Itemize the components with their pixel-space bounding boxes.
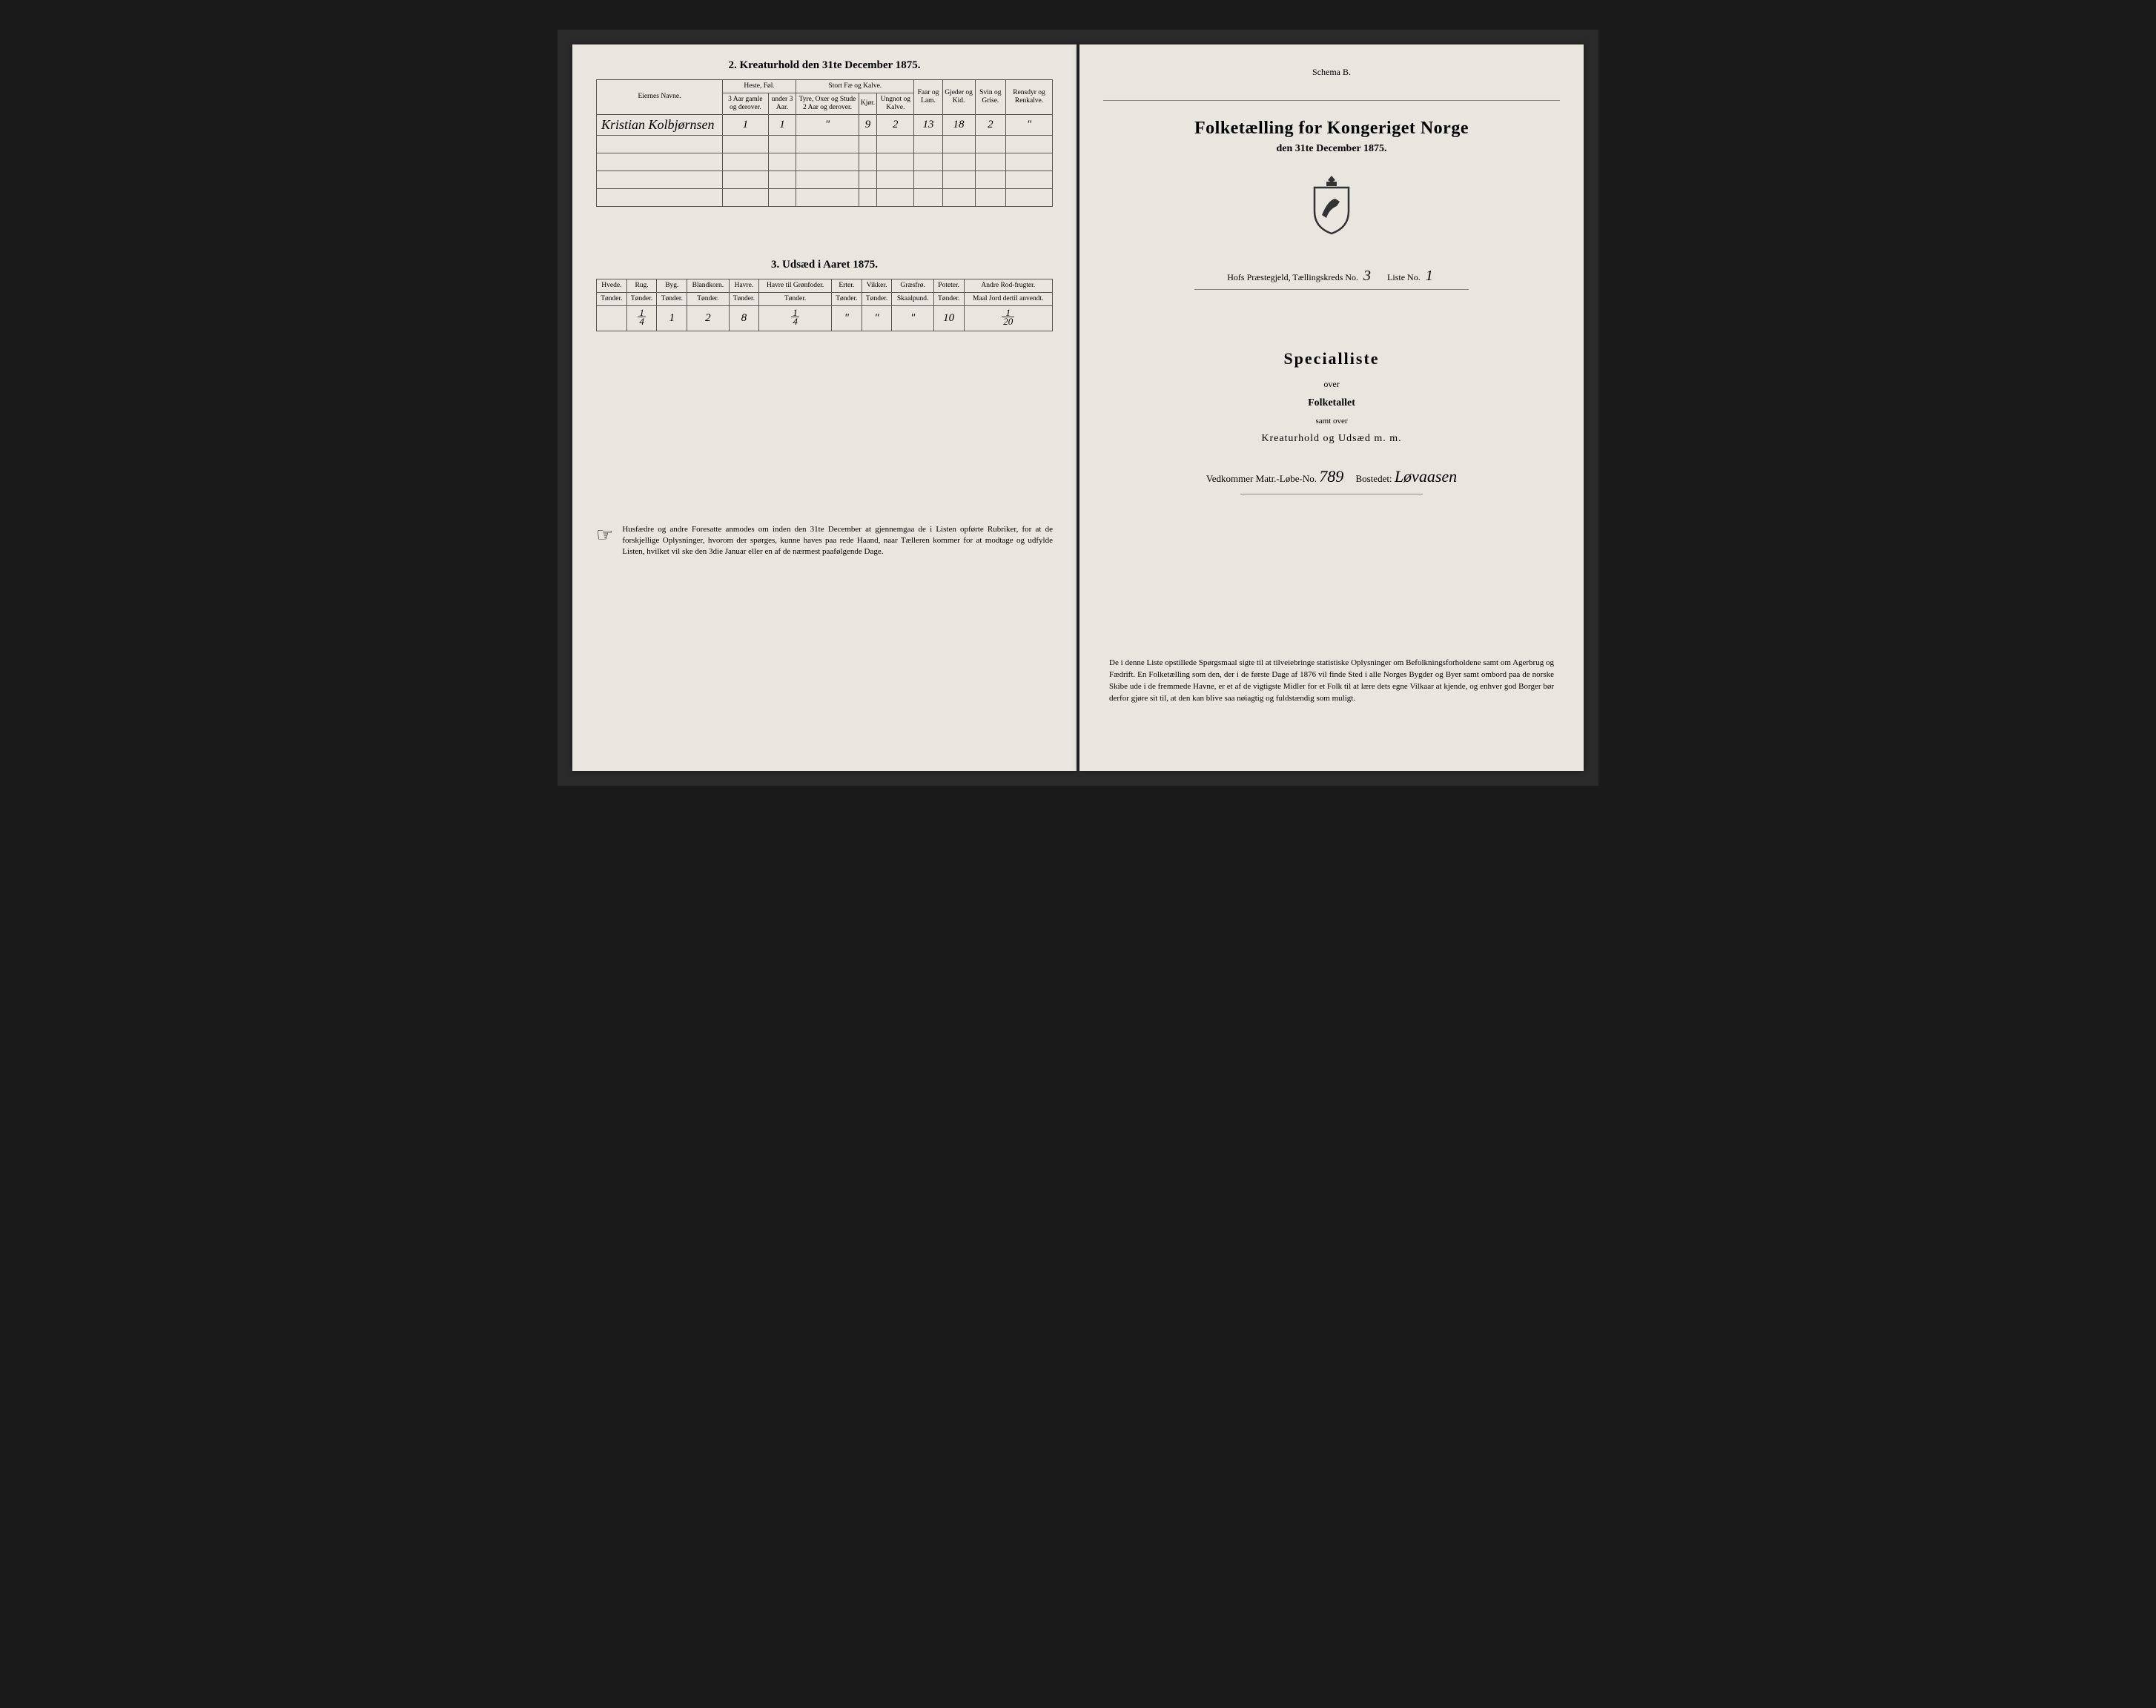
table-row	[597, 171, 1053, 188]
meta-line: Hofs Præstegjeld, Tællingskreds No. 3 Li…	[1103, 268, 1560, 285]
th-andre: Andre Rod-frugter.	[964, 279, 1052, 292]
section3-title: 3. Udsæd i Aaret 1875.	[596, 259, 1053, 271]
th-unit: Tønder.	[729, 292, 759, 305]
th-stort: Stort Fæ og Kalve.	[796, 80, 914, 93]
cell	[597, 305, 627, 331]
th-unit: Tønder.	[657, 292, 687, 305]
cell: "	[862, 305, 892, 331]
footnote-text: Husfædre og andre Foresatte anmodes om i…	[622, 524, 1053, 557]
cell: 2	[687, 305, 729, 331]
bosted-value: Løvaasen	[1395, 467, 1457, 486]
th-unit: Tønder.	[831, 292, 862, 305]
document-spread: 2. Kreaturhold den 31te December 1875. E…	[558, 30, 1598, 786]
left-page: 2. Kreaturhold den 31te December 1875. E…	[572, 44, 1077, 771]
th-unit: Tønder.	[759, 292, 832, 305]
th-unit-andre: Maal Jord dertil anvendt.	[964, 292, 1052, 305]
cell: 2	[877, 114, 914, 135]
cell: "	[796, 114, 859, 135]
cell: "	[892, 305, 933, 331]
cell: 9	[859, 114, 876, 135]
table-row	[597, 153, 1053, 171]
liste-no: 1	[1426, 268, 1433, 284]
th-blandkorn: Blandkorn.	[687, 279, 729, 292]
right-footer-text: De i denne Liste opstillede Spørgsmaal s…	[1103, 658, 1560, 705]
th-owner: Eiernes Navne.	[597, 80, 723, 115]
cell: 14	[626, 305, 657, 331]
divider	[1103, 100, 1560, 101]
main-subtitle: den 31te December 1875.	[1103, 143, 1560, 155]
th-rensdyr: Rensdyr og Renkalve.	[1006, 80, 1053, 115]
cell: 1	[657, 305, 687, 331]
th-byg: Byg.	[657, 279, 687, 292]
table-row	[597, 135, 1053, 153]
kreaturhold-table: Eiernes Navne. Heste, Føl. Stort Fæ og K…	[596, 79, 1053, 207]
right-page: Schema B. Folketælling for Kongeriget No…	[1079, 44, 1584, 771]
cell: 2	[975, 114, 1005, 135]
th-erter: Erter.	[831, 279, 862, 292]
th-havre-gron: Havre til Grønfoder.	[759, 279, 832, 292]
table-row: 14 1 2 8 14 " " " 10 120	[597, 305, 1053, 331]
cell: "	[831, 305, 862, 331]
th-h2: under 3 Aar.	[768, 93, 796, 114]
schema-label: Schema B.	[1103, 67, 1560, 78]
cell: 1	[768, 114, 796, 135]
th-svin: Svin og Grise.	[975, 80, 1005, 115]
cell: 14	[759, 305, 832, 331]
coat-of-arms-icon	[1306, 174, 1358, 237]
cell: 8	[729, 305, 759, 331]
th-unit: Tønder.	[687, 292, 729, 305]
specialliste-title: Specialliste	[1103, 349, 1560, 368]
pointing-hand-icon: ☞	[596, 524, 613, 557]
matr-line: Vedkommer Matr.-Løbe-No. 789 Bostedet: L…	[1103, 467, 1560, 486]
th-rug: Rug.	[626, 279, 657, 292]
table-row: Kristian Kolbjørnsen 1 1 " 9 2 13 18 2 "	[597, 114, 1053, 135]
matr-label: Vedkommer Matr.-Løbe-No.	[1206, 473, 1317, 484]
th-graesfro: Græsfrø.	[892, 279, 933, 292]
samt-label: samt over	[1103, 417, 1560, 426]
th-poteter: Poteter.	[933, 279, 964, 292]
kreds-no: 3	[1363, 268, 1371, 284]
th-s1: Tyre, Oxer og Stude 2 Aar og derover.	[796, 93, 859, 114]
th-unit-sk: Skaalpund.	[892, 292, 933, 305]
th-hvede: Hvede.	[597, 279, 627, 292]
th-gjeder: Gjeder og Kid.	[942, 80, 975, 115]
meta-prefix: Hofs Præstegjeld, Tællingskreds No.	[1227, 272, 1358, 282]
section3: 3. Udsæd i Aaret 1875. Hvede. Rug. Byg. …	[596, 259, 1053, 332]
cell: 1	[723, 114, 769, 135]
over-label: over	[1103, 379, 1560, 390]
kreatur-line: Kreaturhold og Udsæd m. m.	[1103, 433, 1560, 445]
cell-owner: Kristian Kolbjørnsen	[597, 114, 723, 135]
th-unit: Tønder.	[862, 292, 892, 305]
th-unit: Tønder.	[597, 292, 627, 305]
section2-title: 2. Kreaturhold den 31te December 1875.	[596, 59, 1053, 72]
cell: 120	[964, 305, 1052, 331]
cell: 13	[914, 114, 942, 135]
divider	[1194, 289, 1469, 290]
matr-no: 789	[1319, 467, 1343, 486]
bosted-label: Bostedet:	[1355, 473, 1392, 484]
cell: 18	[942, 114, 975, 135]
th-h1: 3 Aar gamle og derover.	[723, 93, 769, 114]
th-unit: Tønder.	[626, 292, 657, 305]
th-faar: Faar og Lam.	[914, 80, 942, 115]
liste-label: Liste No.	[1387, 272, 1421, 282]
th-heste: Heste, Føl.	[723, 80, 796, 93]
th-havre: Havre.	[729, 279, 759, 292]
folketallet-label: Folketallet	[1103, 397, 1560, 409]
table-row	[597, 188, 1053, 206]
th-vikker: Vikker.	[862, 279, 892, 292]
cell: 10	[933, 305, 964, 331]
cell: "	[1006, 114, 1053, 135]
th-s2: Kjør.	[859, 93, 876, 114]
main-title: Folketælling for Kongeriget Norge	[1103, 119, 1560, 139]
udsaed-table: Hvede. Rug. Byg. Blandkorn. Havre. Havre…	[596, 279, 1053, 332]
th-unit: Tønder.	[933, 292, 964, 305]
th-s3: Ungnot og Kalve.	[877, 93, 914, 114]
left-footnote: ☞ Husfædre og andre Foresatte anmodes om…	[596, 524, 1053, 557]
